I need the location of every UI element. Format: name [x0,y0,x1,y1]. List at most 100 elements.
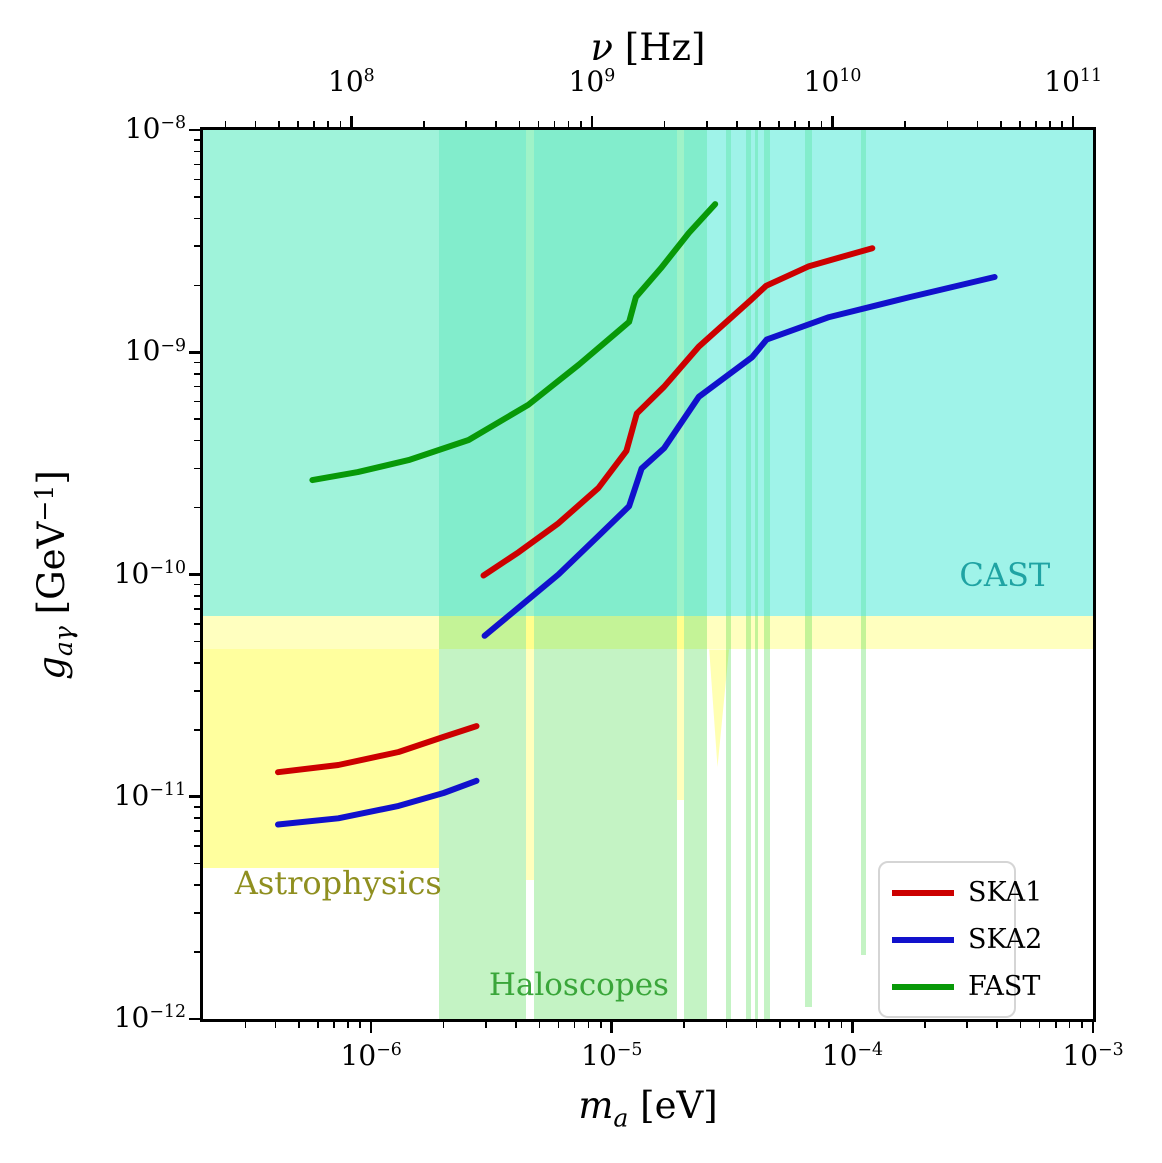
y-minor-tick [194,439,200,442]
x-minor-tick [755,1022,758,1028]
top-minor-tick [518,121,521,127]
x-minor-tick [485,1022,487,1028]
top-minor-tick [946,121,949,127]
cast-region [203,130,1093,617]
cast-label: CAST [959,555,1051,594]
top-tick-label-1e10: 1010 [803,65,862,98]
y-axis-label: gaγ [GeV−1] [29,470,79,680]
x-minor-tick [333,1022,335,1028]
top-minor-tick [794,121,797,127]
y-minor-tick [194,806,200,808]
y-minor-tick [194,506,200,509]
top-minor-tick [567,121,570,127]
x-major-tick [851,1022,854,1033]
top-minor-tick [313,121,315,127]
x-minor-tick [244,1022,247,1028]
top-minor-tick [580,121,582,127]
top-minor-tick [537,121,540,127]
x-axis-subscript: a [613,1103,629,1133]
y-minor-tick [194,623,200,625]
y-minor-tick [194,467,200,470]
x-minor-tick [1019,1022,1022,1028]
y-major-tick [189,1017,200,1021]
y-minor-tick [194,400,200,403]
x-minor-tick [828,1022,830,1028]
y-minor-tick [194,862,200,865]
x-tick-label-1e-3: 10−3 [1062,1039,1124,1072]
ska1-curve-segment-2 [480,245,876,579]
top-tick-label-1e8: 108 [328,65,375,98]
x-minor-tick [316,1022,319,1028]
x-minor-tick [1038,1022,1041,1028]
y-major-tick [189,573,200,576]
legend: SKA1 SKA2 FAST [878,861,1042,1018]
y-minor-tick [194,729,200,731]
x-minor-tick [725,1022,728,1028]
top-minor-tick [778,121,780,127]
top-tick-label-1e9: 109 [568,65,616,98]
y-minor-tick [194,951,200,953]
top-tick-label-1e11: 1011 [1044,65,1103,98]
legend-label-ska1: SKA1 [968,877,1043,908]
y-minor-tick [194,163,200,166]
fast-curve-segment-1 [309,201,719,484]
y-axis-subscript: aγ [49,626,79,657]
top-minor-tick [705,121,708,127]
y-tick-label-1e-10: 10−10 [113,556,186,590]
top-minor-tick [1018,121,1021,127]
x-minor-tick [557,1022,560,1028]
top-minor-tick [663,121,666,127]
x-minor-tick [1054,1022,1057,1028]
top-minor-tick [1049,121,1051,127]
y-minor-tick [194,217,200,220]
x-minor-tick [996,1022,999,1028]
x-minor-tick [347,1022,349,1028]
x-minor-tick [1068,1022,1071,1028]
top-minor-tick [976,121,979,127]
y-axis-unit-open: [GeV [29,521,73,627]
y-minor-tick [194,385,200,388]
y-minor-tick [194,284,200,287]
y-minor-tick [194,608,200,610]
x-minor-tick [573,1022,576,1028]
y-axis-variable: g [29,656,73,680]
top-minor-tick [422,121,425,127]
top-minor-tick [999,121,1002,127]
x-minor-tick [515,1022,517,1028]
x-axis-variable: m [578,1084,614,1127]
top-minor-tick [224,121,227,127]
y-tick-label-1e-8: 10−8 [124,112,186,145]
top-minor-tick [808,121,811,127]
top-minor-tick [339,121,342,127]
top-axis-variable: ν [590,26,614,69]
top-minor-tick [1035,121,1037,127]
ska1-curve-segment-1 [275,723,480,776]
y-minor-tick [194,640,200,643]
x-minor-tick [442,1022,445,1028]
x-minor-tick [1081,1022,1083,1028]
top-minor-tick [820,121,823,127]
y-minor-tick [194,196,200,198]
legend-item-ska2: SKA2 [892,921,1042,958]
curves-layer [275,201,998,828]
fast-line-swatch [892,983,954,990]
x-tick-label-1e-5: 10−5 [581,1039,643,1072]
x-minor-tick [274,1022,277,1028]
x-tick-label-1e-4: 10−4 [821,1039,884,1072]
x-minor-tick [683,1022,685,1028]
y-minor-tick [194,150,200,153]
y-minor-tick [194,595,200,597]
x-minor-tick [779,1022,781,1028]
astro-band [203,616,1093,650]
top-major-tick [1071,116,1075,127]
y-minor-tick [194,830,200,832]
astrophysics-label: Astrophysics [234,863,442,902]
top-major-tick [350,116,353,127]
top-minor-tick [297,121,299,127]
x-tick-label-1e-6: 10−6 [340,1039,402,1072]
y-minor-tick [194,884,200,886]
astro-block [203,649,440,868]
x-major-tick [369,1022,373,1033]
x-minor-tick [359,1022,361,1028]
